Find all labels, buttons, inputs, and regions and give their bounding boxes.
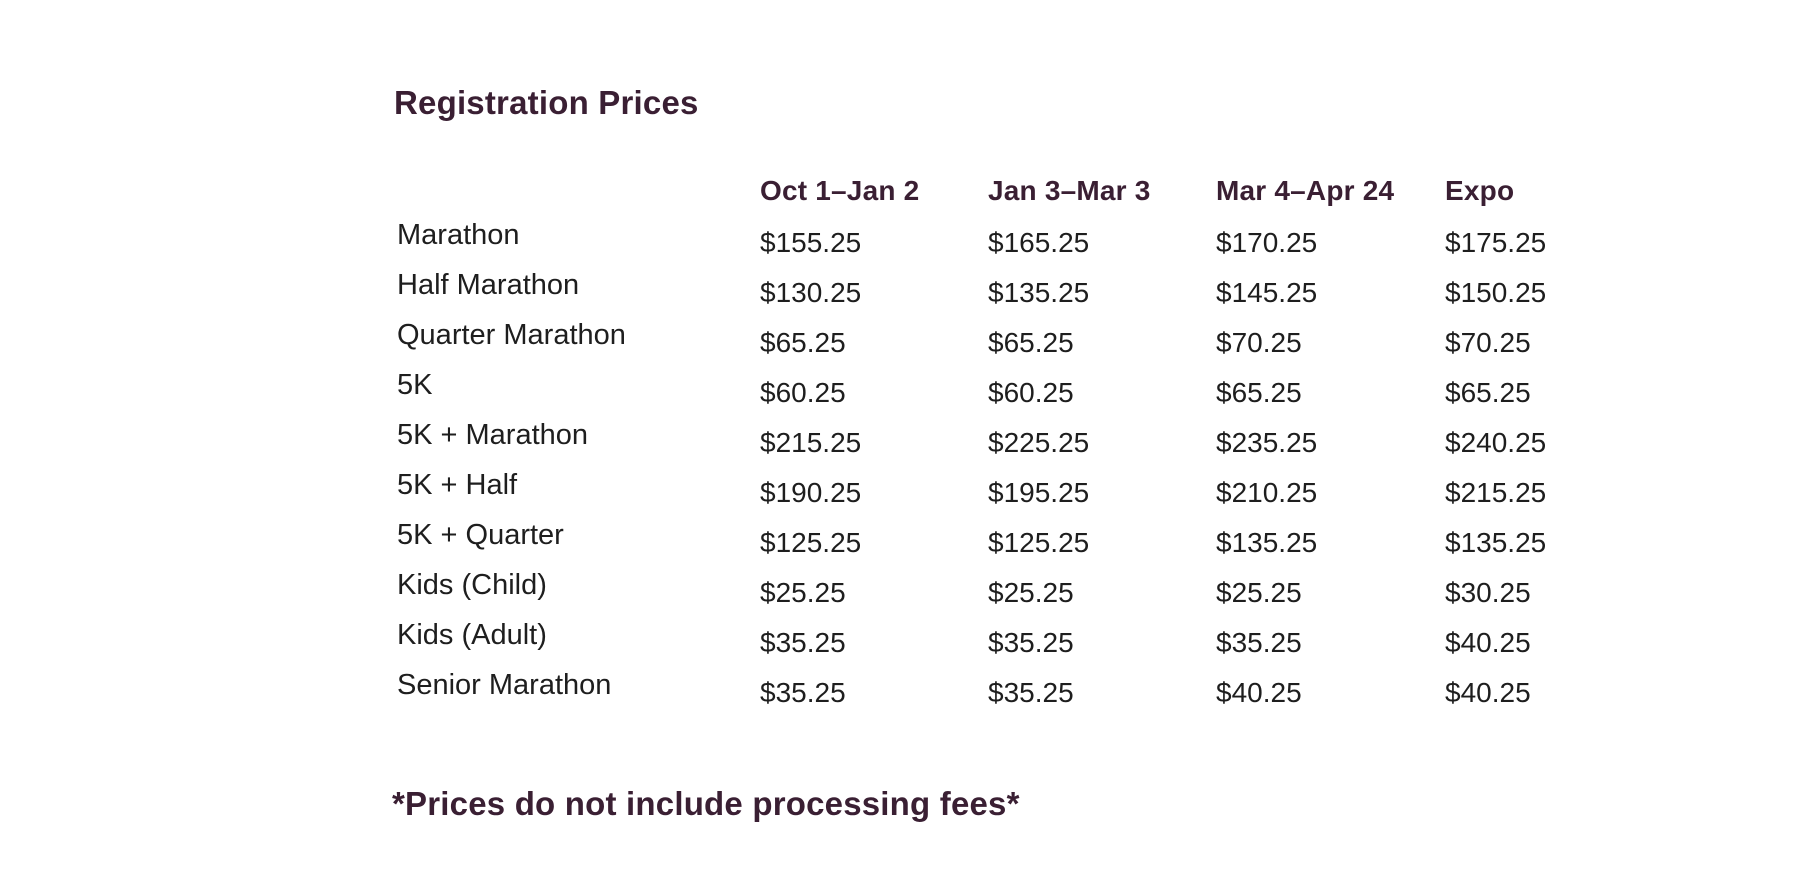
price-cell: $175.25: [1445, 227, 1547, 258]
table-row-5k-quarter: 5K + Quarter $125.25 $125.25 $135.25 $13…: [397, 518, 1595, 568]
row-label: Marathon: [397, 219, 520, 251]
table-row-marathon: Marathon $155.25 $165.25 $170.25 $175.25: [397, 218, 1595, 268]
table-row-kids-child: Kids (Child) $25.25 $25.25 $25.25 $30.25: [397, 568, 1595, 618]
price-cell: $70.25: [1445, 327, 1531, 358]
price-cell: $40.25: [1445, 677, 1531, 708]
price-cell: $65.25: [1445, 377, 1531, 408]
price-cell: $225.25: [988, 427, 1090, 458]
row-label: 5K: [397, 369, 433, 401]
row-label: 5K + Quarter: [397, 519, 564, 551]
price-cell: $65.25: [1216, 377, 1302, 408]
price-cell: $145.25: [1216, 277, 1318, 308]
page-title: Registration Prices: [394, 84, 699, 121]
price-cell: $235.25: [1216, 427, 1318, 458]
price-cell: $65.25: [760, 327, 846, 358]
row-label: Kids (Adult): [397, 619, 547, 651]
table-row-5k-half: 5K + Half $190.25 $195.25 $210.25 $215.2…: [397, 468, 1595, 518]
price-cell: $25.25: [988, 577, 1074, 608]
price-cell: $155.25: [760, 227, 862, 258]
price-cell: $65.25: [988, 327, 1074, 358]
price-cell: $210.25: [1216, 477, 1318, 508]
price-cell: $40.25: [1445, 627, 1531, 658]
column-header-oct1-jan2: Oct 1–Jan 2: [760, 175, 920, 206]
row-label: 5K + Half: [397, 469, 518, 501]
price-cell: $25.25: [1216, 577, 1302, 608]
price-cell: $130.25: [760, 277, 862, 308]
price-cell: $25.25: [760, 577, 846, 608]
table-header-row: Oct 1–Jan 2 Jan 3–Mar 3 Mar 4–Apr 24 Exp…: [397, 172, 1595, 218]
price-cell: $165.25: [988, 227, 1090, 258]
processing-fees-footnote: *Prices do not include processing fees*: [392, 785, 1020, 822]
table-row-5k-marathon: 5K + Marathon $215.25 $225.25 $235.25 $2…: [397, 418, 1595, 468]
table-row-quarter-marathon: Quarter Marathon $65.25 $65.25 $70.25 $7…: [397, 318, 1595, 368]
price-cell: $125.25: [760, 527, 862, 558]
price-cell: $35.25: [760, 677, 846, 708]
price-cell: $150.25: [1445, 277, 1547, 308]
row-label: Half Marathon: [397, 269, 580, 301]
table-row-kids-adult: Kids (Adult) $35.25 $35.25 $35.25 $40.25: [397, 618, 1595, 668]
price-cell: $35.25: [1216, 627, 1302, 658]
column-header-mar4-apr24: Mar 4–Apr 24: [1216, 175, 1395, 206]
row-label: Senior Marathon: [397, 669, 612, 701]
row-label: 5K + Marathon: [397, 419, 589, 451]
column-header-expo: Expo: [1445, 175, 1515, 206]
price-cell: $215.25: [1445, 477, 1547, 508]
price-cell: $70.25: [1216, 327, 1302, 358]
price-cell: $135.25: [1445, 527, 1547, 558]
price-cell: $170.25: [1216, 227, 1318, 258]
table-row-5k: 5K $60.25 $60.25 $65.25 $65.25: [397, 368, 1595, 418]
pricing-table: Oct 1–Jan 2 Jan 3–Mar 3 Mar 4–Apr 24 Exp…: [397, 172, 1595, 718]
price-cell: $60.25: [988, 377, 1074, 408]
price-cell: $190.25: [760, 477, 862, 508]
price-cell: $215.25: [760, 427, 862, 458]
price-cell: $35.25: [988, 627, 1074, 658]
price-cell: $35.25: [988, 677, 1074, 708]
price-cell: $30.25: [1445, 577, 1531, 608]
table-row-half-marathon: Half Marathon $130.25 $135.25 $145.25 $1…: [397, 268, 1595, 318]
price-cell: $135.25: [988, 277, 1090, 308]
price-cell: $60.25: [760, 377, 846, 408]
table-row-senior-marathon: Senior Marathon $35.25 $35.25 $40.25 $40…: [397, 668, 1595, 718]
price-cell: $35.25: [760, 627, 846, 658]
price-cell: $125.25: [988, 527, 1090, 558]
price-cell: $40.25: [1216, 677, 1302, 708]
row-label: Kids (Child): [397, 569, 547, 601]
price-cell: $135.25: [1216, 527, 1318, 558]
price-cell: $240.25: [1445, 427, 1547, 458]
row-label: Quarter Marathon: [397, 319, 626, 351]
price-cell: $195.25: [988, 477, 1090, 508]
column-header-jan3-mar3: Jan 3–Mar 3: [988, 175, 1151, 206]
